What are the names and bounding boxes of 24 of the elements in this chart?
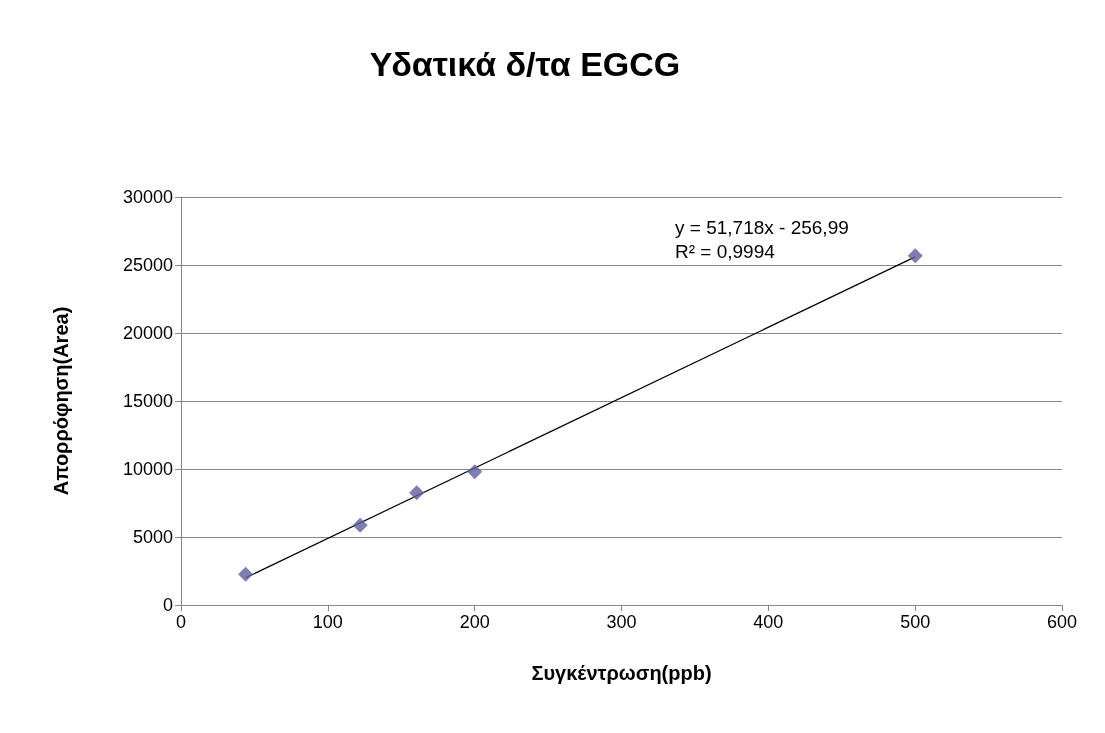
x-tick-label: 600 (1046, 612, 1078, 632)
y-tick-label: 30000 (122, 187, 173, 207)
x-tick-label: 0 (175, 612, 187, 632)
point (352, 517, 368, 533)
point (409, 485, 425, 501)
x-tick-label: 200 (459, 612, 490, 632)
y-tick-label: 5000 (132, 527, 173, 547)
y-tick-label: 20000 (122, 323, 173, 343)
y-axis-title: Απορρόφηση(Area) (50, 306, 72, 496)
y-tick-label: 15000 (122, 391, 173, 411)
y-tick-label: 10000 (122, 459, 173, 479)
x-tick-label: 500 (900, 612, 931, 632)
chart-title: Υδατικά δ/τα EGCG (369, 45, 681, 83)
y-tick-label: 25000 (122, 255, 173, 275)
point (238, 566, 254, 582)
x-tick-label: 400 (753, 612, 784, 632)
annotation: y = 51,718x - 256,99 (675, 217, 849, 238)
y-tick-label: 0 (162, 595, 173, 615)
x-tick-label: 100 (312, 612, 343, 632)
x-axis-title: Συγκέντρωση(ppb) (531, 662, 712, 684)
point (907, 248, 923, 264)
x-tick-label: 300 (606, 612, 637, 632)
point (467, 464, 483, 480)
annotation: R² = 0,9994 (675, 241, 776, 262)
